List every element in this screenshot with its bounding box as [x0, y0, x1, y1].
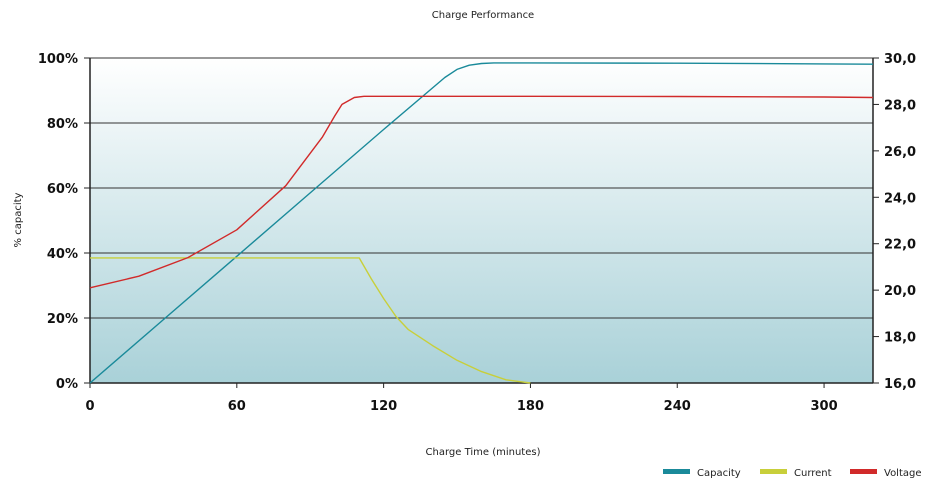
series-line-voltage	[89, 95, 874, 289]
legend: Capacity Current Voltage	[663, 468, 922, 479]
legend-swatch-capacity	[663, 469, 690, 474]
legend-label-capacity: Capacity	[697, 468, 741, 479]
y2-tick-label-2: 20,0	[884, 284, 916, 299]
series-line-current	[90, 257, 531, 384]
y-tick-label-1: 20%	[47, 312, 78, 327]
y2-axis-ticks: 16,0 18,0 20,0 22,0 24,0 26,0 28,0 30,0	[873, 52, 916, 392]
y-tick-label-0: 0%	[56, 377, 78, 392]
axes	[89, 58, 874, 384]
chart-title: Charge Performance	[432, 10, 534, 21]
x-tick-label-2: 120	[370, 399, 397, 414]
x-axis-title: Charge Time (minutes)	[426, 447, 541, 458]
y-tick-label-4: 80%	[47, 117, 78, 132]
y2-tick-label-5: 26,0	[884, 145, 916, 160]
y2-tick-label-1: 18,0	[884, 331, 916, 346]
y2-tick-label-4: 24,0	[884, 191, 916, 206]
legend-swatch-voltage	[850, 469, 877, 474]
legend-label-current: Current	[794, 468, 832, 479]
y2-tick-label-7: 30,0	[884, 52, 916, 67]
y-axis-title: % capacity	[13, 192, 24, 247]
x-tick-label-4: 240	[664, 399, 691, 414]
series-line-capacity	[89, 62, 874, 384]
y2-tick-label-6: 28,0	[884, 98, 916, 113]
x-tick-label-0: 0	[85, 399, 94, 414]
x-tick-label-1: 60	[228, 399, 246, 414]
x-tick-label-5: 300	[810, 399, 837, 414]
legend-label-voltage: Voltage	[884, 468, 922, 479]
series-lines	[89, 62, 874, 384]
y-tick-label-2: 40%	[47, 247, 78, 262]
legend-swatch-current	[760, 469, 787, 474]
y2-tick-label-3: 22,0	[884, 238, 916, 253]
plot-area	[90, 58, 873, 383]
y-tick-label-5: 100%	[38, 52, 78, 67]
y-axis-ticks: 0% 20% 40% 60% 80% 100%	[38, 52, 90, 392]
x-axis-ticks: 0 60 120 180 240 300	[85, 383, 838, 414]
y2-tick-label-0: 16,0	[884, 377, 916, 392]
y-tick-label-3: 60%	[47, 182, 78, 197]
x-tick-label-3: 180	[517, 399, 544, 414]
gridlines	[90, 57, 873, 319]
